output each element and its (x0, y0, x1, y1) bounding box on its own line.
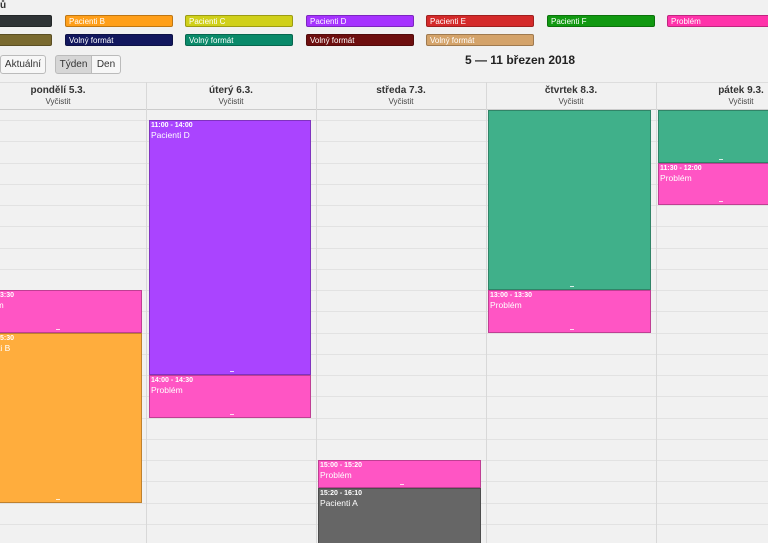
event-label: Pacienti A (320, 498, 358, 509)
grid-row (0, 268, 768, 270)
header-border (0, 109, 768, 110)
event-time: 11:30 - 12:00 (660, 164, 702, 172)
grid-row (0, 332, 768, 334)
event-time: 11:00 - 14:00 (151, 122, 193, 129)
event-label: Pacienti D (151, 130, 190, 140)
grid-row (0, 120, 768, 121)
resize-handle (719, 158, 723, 160)
grid-row (0, 353, 768, 355)
event-time: 13:00 - 13:30 (0, 292, 15, 299)
resize-handle (569, 286, 574, 287)
column-divider (656, 82, 657, 543)
grid-row (0, 162, 768, 164)
event[interactable]: 14:00 - 14:30 Problém (149, 375, 311, 418)
grid-row (0, 183, 768, 185)
grid-row (0, 311, 768, 313)
event-time: 15:20 - 16:10 (320, 490, 363, 498)
legend-chip[interactable]: Volný formát (306, 34, 414, 46)
view-button[interactable]: Den (91, 55, 121, 74)
legend-chip[interactable]: Volný formát (426, 34, 534, 46)
event-label: Problém (151, 385, 183, 395)
view-button[interactable]: Aktuální (0, 55, 46, 74)
grid-row (0, 290, 768, 291)
event[interactable]: 15:20 - 16:10 Pacienti A (318, 488, 481, 543)
event-time: 13:30 - 15:30 (0, 334, 15, 342)
grid-row (0, 417, 768, 419)
event-label: Pacienti B (0, 342, 11, 353)
event[interactable]: 13:30 - 15:30Pacienti B (0, 332, 142, 503)
event[interactable] (658, 110, 768, 163)
header-border (0, 82, 768, 83)
clear-link[interactable]: Vyčistit (728, 97, 754, 106)
column-divider (486, 82, 487, 543)
clear-link[interactable]: Vyčistit (45, 97, 71, 106)
event-label: Problém (0, 300, 141, 310)
event[interactable]: 11:30 - 12:00 Problém (658, 162, 768, 205)
legend-chip[interactable]: Pacienti B (65, 15, 173, 27)
legend-chip[interactable]: Problém (667, 15, 768, 27)
clear-link[interactable]: Vyčistit (388, 97, 414, 106)
grid-row (0, 247, 768, 249)
event[interactable]: 15:00 - 15:20 Problém (318, 460, 481, 489)
event-time: 13:00 - 13:30 (490, 292, 533, 299)
event[interactable]: 11:00 - 14:00 Pacienti D (149, 120, 311, 375)
legend-chip[interactable]: Pacienti E (426, 15, 534, 27)
event-label: Problém (660, 172, 692, 183)
day-name: úterý 6.3. (209, 85, 253, 96)
day-name: pátek 9.3. (718, 85, 764, 96)
grid-row (0, 141, 768, 143)
legend-chip[interactable] (0, 34, 52, 46)
grid-row (0, 226, 768, 228)
legend-chip[interactable]: Pacienti C (185, 15, 293, 27)
cut-label: ů (0, 0, 7, 11)
clear-link[interactable]: Vyčistit (218, 97, 244, 106)
resize-handle (719, 201, 723, 202)
resize-handle (230, 371, 234, 372)
event-label: Problém (320, 470, 352, 480)
column-divider (146, 82, 147, 543)
day-name: pondělí 5.3. (30, 85, 86, 96)
clear-link[interactable]: Vyčistit (558, 97, 584, 106)
grid-row (0, 396, 768, 398)
event-time: 14:00 - 14:30 (151, 377, 194, 384)
grid-row (0, 375, 768, 376)
resize-handle (56, 498, 60, 500)
day-name: čtvrtek 8.3. (544, 85, 598, 96)
event-label: Problém (490, 300, 522, 310)
resize-handle (569, 328, 574, 330)
title: 5 — 11 březen 2018 (464, 53, 576, 67)
grid-row (0, 205, 768, 206)
resize-handle (399, 484, 404, 486)
legend-chip[interactable]: Pacienti D (306, 15, 414, 27)
grid-row (0, 438, 768, 440)
event[interactable] (488, 110, 651, 290)
legend-chip[interactable]: Volný formát (65, 34, 173, 46)
legend-chip[interactable]: Volný formát (185, 34, 293, 46)
event-time: 15:00 - 15:20 (320, 462, 363, 469)
legend-chip[interactable] (0, 15, 52, 27)
view-button[interactable]: Týden (55, 55, 92, 74)
resize-handle (230, 413, 234, 415)
day-name: středa 7.3. (376, 85, 426, 96)
resize-handle (56, 328, 60, 330)
legend-chip[interactable]: Pacienti F (547, 15, 655, 27)
column-divider (316, 82, 317, 543)
